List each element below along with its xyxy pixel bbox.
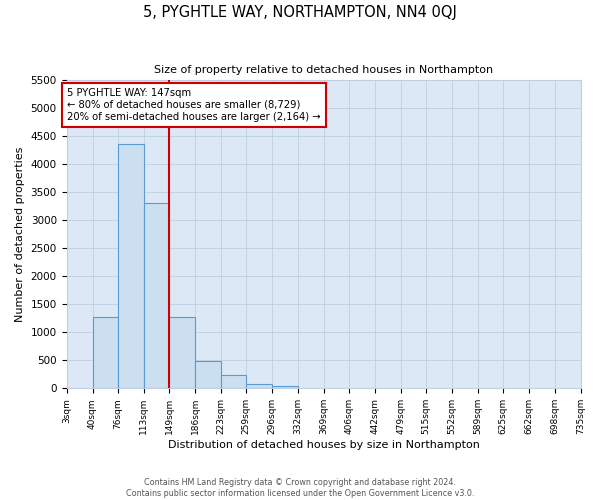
- X-axis label: Distribution of detached houses by size in Northampton: Distribution of detached houses by size …: [167, 440, 479, 450]
- Title: Size of property relative to detached houses in Northampton: Size of property relative to detached ho…: [154, 65, 493, 75]
- Bar: [272, 386, 298, 388]
- Bar: [144, 204, 169, 388]
- Text: Contains HM Land Registry data © Crown copyright and database right 2024.
Contai: Contains HM Land Registry data © Crown c…: [126, 478, 474, 498]
- Bar: [221, 375, 246, 388]
- Bar: [195, 362, 221, 388]
- Bar: [246, 384, 272, 388]
- Text: 5, PYGHTLE WAY, NORTHAMPTON, NN4 0QJ: 5, PYGHTLE WAY, NORTHAMPTON, NN4 0QJ: [143, 5, 457, 20]
- Bar: [92, 317, 118, 388]
- Text: 5 PYGHTLE WAY: 147sqm
← 80% of detached houses are smaller (8,729)
20% of semi-d: 5 PYGHTLE WAY: 147sqm ← 80% of detached …: [67, 88, 321, 122]
- Bar: [118, 144, 144, 388]
- Y-axis label: Number of detached properties: Number of detached properties: [15, 146, 25, 322]
- Bar: [169, 317, 195, 388]
